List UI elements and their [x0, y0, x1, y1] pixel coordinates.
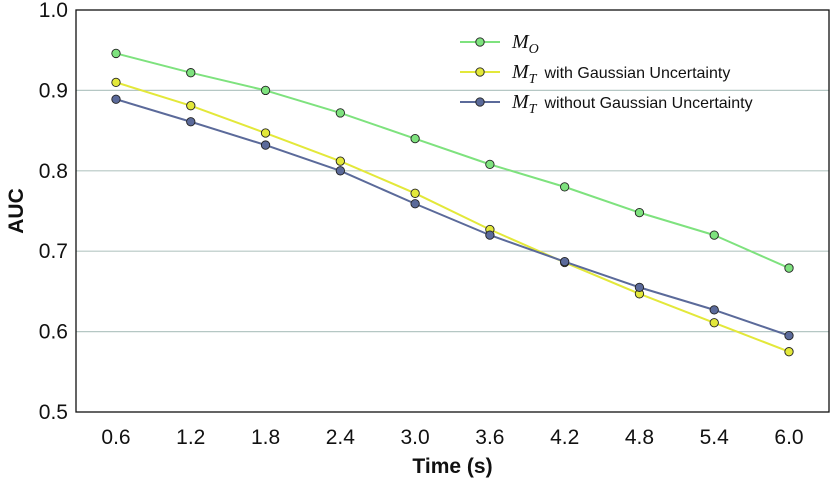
- x-tick-label: 3.6: [475, 426, 504, 449]
- data-point: [709, 318, 719, 328]
- x-tick-label: 2.4: [326, 426, 356, 449]
- data-point: [410, 188, 420, 198]
- data-point: [410, 133, 420, 144]
- data-point: [335, 156, 345, 166]
- data-point: [410, 199, 420, 209]
- data-point: [485, 159, 495, 170]
- x-axis-title: Time (s): [412, 455, 492, 478]
- series-line: [115, 98, 790, 337]
- y-tick-label: 0.6: [39, 321, 68, 344]
- x-tick-label: 6.0: [774, 426, 803, 449]
- x-tick-label: 1.2: [176, 426, 205, 449]
- x-tick-label: 0.6: [101, 426, 130, 449]
- legend-subscript: T: [529, 72, 538, 87]
- data-point: [784, 347, 794, 357]
- legend-symbol: M: [511, 31, 530, 53]
- series-0: [111, 48, 794, 273]
- legend-swatch-marker: [475, 97, 485, 107]
- data-point: [560, 257, 570, 267]
- data-point: [335, 108, 345, 118]
- data-point: [260, 128, 271, 138]
- x-tick-label: 3.0: [401, 426, 430, 449]
- legend-label: MT with Gaussian Uncertainty: [511, 61, 730, 87]
- data-point: [709, 305, 719, 315]
- data-point: [560, 182, 570, 192]
- plot-frame: [75, 9, 830, 413]
- legend-subscript: T: [529, 102, 538, 117]
- legend-item: MO: [460, 31, 539, 57]
- data-point: [634, 282, 645, 293]
- data-point: [634, 207, 645, 218]
- data-point: [111, 48, 121, 59]
- legend-symbol: M: [511, 61, 530, 83]
- legend-suffix: without Gaussian Uncertainty: [543, 95, 752, 112]
- data-point: [186, 68, 196, 78]
- legend-item: MT with Gaussian Uncertainty: [460, 61, 730, 87]
- data-point: [784, 263, 794, 273]
- x-tick-label: 4.2: [550, 426, 579, 449]
- legend-symbol: M: [511, 91, 530, 113]
- legend-swatch-marker: [475, 67, 485, 77]
- y-axis-title: AUC: [5, 188, 28, 234]
- data-point: [260, 140, 271, 150]
- legend-swatch-marker: [475, 37, 485, 47]
- data-point: [186, 117, 196, 127]
- y-tick-label: 0.7: [39, 240, 68, 263]
- y-tick-label: 0.9: [39, 79, 68, 102]
- grid-lines: [76, 89, 829, 333]
- data-point: [485, 230, 495, 240]
- data-point: [709, 230, 719, 240]
- y-tick-label: 1.0: [39, 0, 68, 22]
- x-tick-label: 1.8: [251, 426, 280, 449]
- y-tick-label: 0.8: [39, 160, 68, 183]
- series-1: [111, 77, 794, 357]
- legend-suffix: with Gaussian Uncertainty: [543, 65, 730, 82]
- legend-item: MT without Gaussian Uncertainty: [460, 91, 753, 117]
- series-line: [115, 52, 790, 269]
- data-point: [260, 85, 271, 96]
- y-tick-labels: 0.5 0.6 0.7 0.8 0.9 1.0: [39, 0, 68, 424]
- legend-subscript: O: [529, 42, 539, 57]
- data-point: [335, 166, 345, 176]
- x-tick-label: 4.8: [625, 426, 654, 449]
- legend-label: MO: [511, 31, 539, 57]
- data-point: [111, 77, 121, 88]
- series-2: [111, 94, 794, 341]
- data-point: [186, 101, 196, 111]
- data-point: [784, 330, 794, 341]
- x-tick-labels: 0.6 1.2 1.8 2.4 3.0 3.6 4.2 4.8 5.4 6.0: [101, 426, 803, 449]
- series-lines: [111, 48, 794, 357]
- data-point: [111, 94, 121, 104]
- series-line: [115, 81, 790, 353]
- legend-label: MT without Gaussian Uncertainty: [511, 91, 753, 117]
- x-tick-label: 5.4: [700, 426, 730, 449]
- y-tick-label: 0.5: [39, 401, 68, 424]
